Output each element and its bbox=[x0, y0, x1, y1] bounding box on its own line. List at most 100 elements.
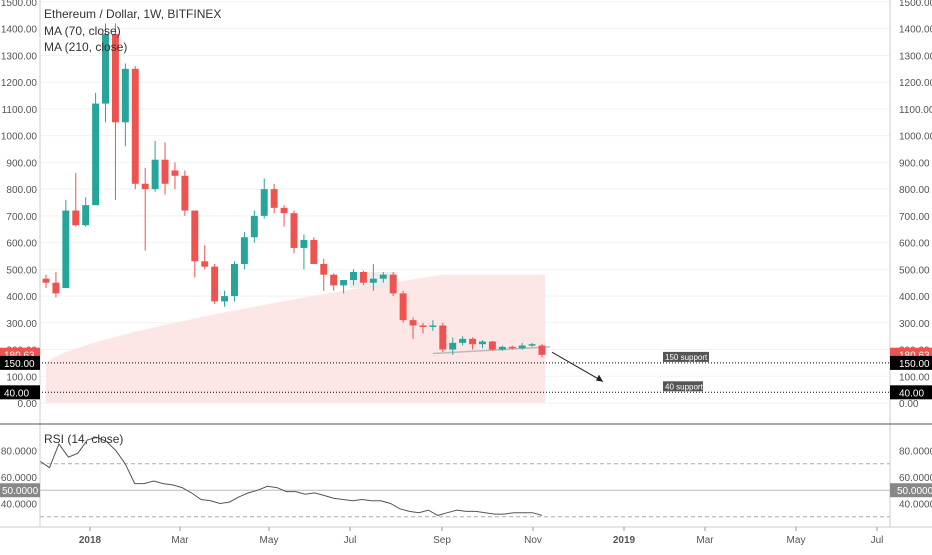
target-arrow-head bbox=[596, 374, 603, 382]
candle-body bbox=[369, 278, 377, 283]
candle-body bbox=[260, 189, 268, 216]
candle-body bbox=[429, 325, 437, 327]
candle-body bbox=[330, 274, 338, 286]
y-tick-left: 1000.00 bbox=[1, 132, 38, 143]
candle-body bbox=[528, 344, 536, 346]
rsi-tick-right: 40.0000 bbox=[899, 499, 932, 510]
candle-body bbox=[72, 210, 80, 226]
candle-body bbox=[240, 237, 248, 264]
candle-body bbox=[538, 345, 546, 355]
candle-body bbox=[479, 341, 486, 345]
candle-body bbox=[290, 213, 298, 248]
x-tick-label: Mar bbox=[171, 535, 189, 546]
support-40-badge-left-bg bbox=[0, 385, 40, 400]
rsi-tick-right: 60.0000 bbox=[899, 473, 932, 484]
support-150-badge-right-bg bbox=[890, 355, 932, 370]
candle-body bbox=[201, 261, 209, 267]
y-tick-left: 600.00 bbox=[6, 239, 37, 250]
y-tick-left: 800.00 bbox=[6, 185, 37, 196]
y-tick-left: 900.00 bbox=[6, 158, 37, 169]
support-150-badge-left-bg bbox=[0, 355, 40, 370]
y-tick-right: 500.00 bbox=[899, 265, 930, 276]
x-tick-label: Jul bbox=[871, 535, 884, 546]
candle-body bbox=[82, 205, 90, 226]
y-tick-right: 1000.00 bbox=[899, 132, 932, 143]
y-tick-left: 500.00 bbox=[6, 265, 37, 276]
x-tick-label: Jul bbox=[344, 535, 357, 546]
candle-body bbox=[221, 296, 229, 302]
y-tick-left: 1200.00 bbox=[1, 78, 38, 89]
y-tick-left: 400.00 bbox=[6, 292, 37, 303]
candle-body bbox=[300, 239, 308, 248]
candle-body bbox=[191, 210, 199, 262]
y-tick-right: 1400.00 bbox=[899, 25, 932, 36]
support-lines-layer: 150 support 40 support bbox=[0, 346, 890, 393]
y-tick-left: 700.00 bbox=[6, 212, 37, 223]
rsi-tick-left: 40.0000 bbox=[1, 499, 38, 510]
candle-body bbox=[181, 175, 189, 211]
annotation-150-bg bbox=[663, 351, 709, 362]
y-tick-left: 300.00 bbox=[6, 319, 37, 330]
candle-body bbox=[498, 346, 506, 350]
y-tick-right: 900.00 bbox=[899, 158, 930, 169]
y-tick-right: 1500.00 bbox=[899, 0, 932, 9]
y-tick-left: 0.00 bbox=[18, 399, 38, 410]
y-tick-left: 1400.00 bbox=[1, 25, 38, 36]
candle-body bbox=[449, 342, 457, 350]
candle-body bbox=[439, 325, 447, 350]
x-tick-label: Nov bbox=[524, 535, 542, 546]
candle-body bbox=[52, 282, 60, 294]
x-tick-label: May bbox=[260, 535, 279, 546]
rsi-line bbox=[39, 436, 543, 516]
candle-body bbox=[419, 325, 427, 327]
candle-body bbox=[320, 263, 328, 275]
candle-body bbox=[469, 338, 477, 345]
rsi-tick-left: 60.0000 bbox=[1, 473, 38, 484]
candle-body bbox=[350, 272, 357, 281]
rsi-layer bbox=[0, 436, 932, 518]
annotation-40-bg bbox=[663, 381, 703, 392]
annotation-150-text: 150 support bbox=[665, 353, 708, 362]
support-150-badge-right-text: 150.00 bbox=[899, 359, 930, 370]
x-tick-label: Mar bbox=[696, 535, 714, 546]
chart-title: Ethereum / Dollar, 1W, BITFINEX bbox=[44, 7, 221, 21]
candle-body bbox=[111, 34, 119, 123]
x-tick-label: Sep bbox=[433, 535, 451, 546]
y-tick-right: 1200.00 bbox=[899, 78, 932, 89]
ma-band-layer bbox=[46, 272, 545, 403]
y-tick-right: 1100.00 bbox=[899, 105, 932, 116]
rsi-label: RSI (14, close) bbox=[44, 432, 123, 446]
x-tick-label: 2018 bbox=[79, 535, 102, 546]
y-tick-right: 800.00 bbox=[899, 185, 930, 196]
legend: Ethereum / Dollar, 1W, BITFINEX MA (70, … bbox=[44, 7, 221, 446]
y-tick-left: 1300.00 bbox=[1, 51, 38, 62]
candle-body bbox=[250, 215, 258, 238]
candle-body bbox=[340, 280, 348, 286]
candle-body bbox=[131, 68, 139, 184]
annotation-40-text: 40 support bbox=[665, 382, 704, 391]
y-tick-right: 700.00 bbox=[899, 212, 930, 223]
candle-body bbox=[280, 207, 288, 214]
candle-body bbox=[62, 210, 70, 289]
candle-body bbox=[92, 103, 100, 206]
y-tick-left: 1500.00 bbox=[1, 0, 38, 9]
ma-210-label: MA (210, close) bbox=[44, 40, 127, 54]
support-40-badge-right-text: 40.00 bbox=[899, 388, 924, 399]
y-tick-left: 1100.00 bbox=[2, 105, 38, 116]
rsi-level-right-text: 50.0000 bbox=[897, 486, 932, 497]
rsi-level-right-bg bbox=[890, 483, 932, 498]
candle-body bbox=[508, 346, 516, 349]
candle-body bbox=[121, 68, 129, 123]
candle-body bbox=[151, 159, 159, 190]
candle-body bbox=[171, 170, 179, 176]
candle-body bbox=[399, 293, 407, 321]
x-tick-label: 2019 bbox=[613, 535, 636, 546]
candle-body bbox=[359, 272, 367, 283]
support-150-badge-left-text: 150.00 bbox=[4, 359, 35, 370]
support-40-badge-right-bg bbox=[890, 385, 932, 400]
y-tick-right: 300.00 bbox=[899, 319, 930, 330]
ma-210-band bbox=[46, 274, 545, 403]
